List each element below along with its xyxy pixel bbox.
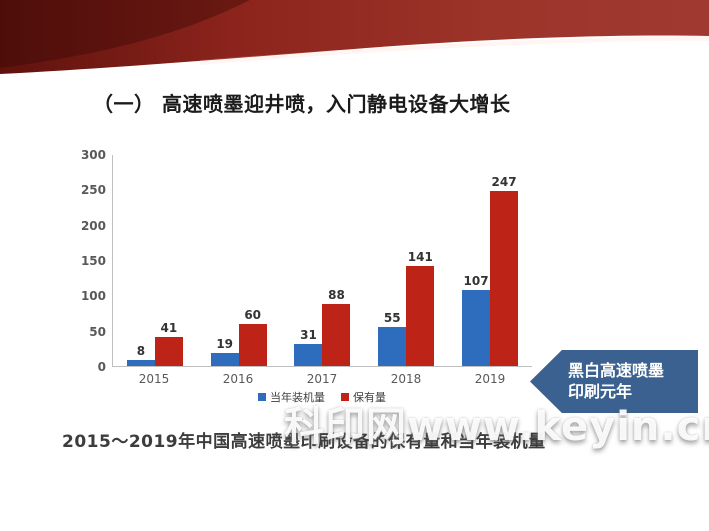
plot-area: 8 41 19 60 31 88 55 141 107 247 xyxy=(112,155,532,367)
bar-group: 55 141 xyxy=(378,155,435,366)
bar xyxy=(126,360,155,366)
bar-value-label: 141 xyxy=(407,250,433,265)
x-tick-label: 2016 xyxy=(222,372,254,386)
slide-title: （一） 高速喷墨迎井喷，入门静电设备大增长 xyxy=(93,92,511,116)
legend-swatch xyxy=(258,393,266,401)
bar-value-label: 60 xyxy=(244,307,262,322)
chart-legend: 当年装机量 保有量 xyxy=(112,389,532,405)
bar xyxy=(210,352,239,366)
bar xyxy=(378,327,407,366)
bar xyxy=(462,290,491,366)
x-tick-label: 2017 xyxy=(306,372,338,386)
bar-column: 8 xyxy=(126,344,155,366)
x-tick-label: 2015 xyxy=(138,372,170,386)
header-ribbon-graphic xyxy=(0,0,709,74)
callout-line2: 印刷元年 xyxy=(568,382,633,401)
watermark-text: 科印网www.keyin.cn xyxy=(284,404,709,450)
bar-column: 88 xyxy=(322,287,351,366)
bar xyxy=(294,344,323,366)
y-tick-label: 300 xyxy=(80,148,106,162)
bar-column: 60 xyxy=(238,307,267,366)
callout-text: 黑白高速喷墨 印刷元年 xyxy=(568,360,664,402)
bar-column: 41 xyxy=(154,321,183,366)
y-tick-label: 250 xyxy=(80,183,106,198)
bar xyxy=(238,323,267,366)
y-tick-label: 200 xyxy=(80,218,106,233)
legend-label: 当年装机量 xyxy=(270,391,325,404)
bar-column: 19 xyxy=(210,336,239,366)
y-tick-label: 150 xyxy=(80,254,106,268)
bar-group: 31 88 xyxy=(294,155,351,366)
bar-value-label: 41 xyxy=(160,321,178,336)
callout-line1: 黑白高速喷墨 xyxy=(568,361,665,380)
legend-label: 保有量 xyxy=(353,391,386,404)
bar-group: 19 60 xyxy=(210,155,267,366)
bar-value-label: 31 xyxy=(300,328,317,343)
bar-group: 8 41 xyxy=(126,155,183,366)
legend-item: 保有量 xyxy=(341,389,386,405)
bar-value-label: 8 xyxy=(136,344,146,359)
bar-value-label: 88 xyxy=(328,287,345,302)
x-tick-label: 2019 xyxy=(474,372,506,386)
legend-item: 当年装机量 xyxy=(258,389,325,405)
bar-column: 55 xyxy=(378,311,407,366)
bar-value-label: 19 xyxy=(216,336,234,351)
callout-arrow: 黑白高速喷墨 印刷元年 xyxy=(530,350,698,413)
bar xyxy=(154,337,183,366)
chart-caption: 2015～2019年中国高速喷墨印刷设备的保有量和当年装机量 xyxy=(62,432,546,452)
bar-column: 107 xyxy=(462,274,491,366)
bar-group: 107 247 xyxy=(462,155,519,366)
x-tick-label: 2018 xyxy=(390,372,422,386)
bar-column: 31 xyxy=(294,328,323,366)
bar xyxy=(490,191,519,366)
y-tick-label: 0 xyxy=(97,360,106,374)
bar-value-label: 107 xyxy=(463,274,489,289)
bar xyxy=(322,303,351,366)
x-axis-labels: 2015 2016 2017 2018 2019 xyxy=(112,372,532,386)
bar xyxy=(406,266,435,366)
y-tick-label: 100 xyxy=(80,289,106,304)
bar-column: 247 xyxy=(490,175,519,366)
y-axis-ticks: 0 50 100 150 200 250 300 xyxy=(62,148,106,374)
bar-value-label: 55 xyxy=(383,311,401,326)
legend-swatch xyxy=(341,393,349,401)
y-tick-label: 50 xyxy=(89,324,106,339)
bar-column: 141 xyxy=(406,250,435,366)
bar-value-label: 247 xyxy=(491,175,517,190)
